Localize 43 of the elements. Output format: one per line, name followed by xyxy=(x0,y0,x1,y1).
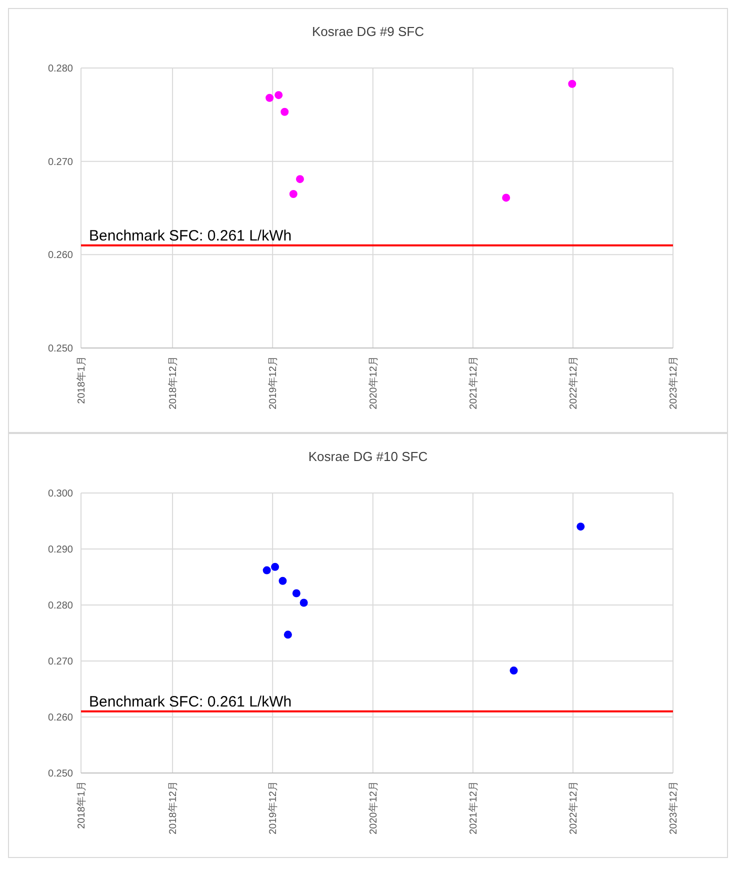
y-tick-label: 0.260 xyxy=(48,250,74,262)
x-tick-label: 2021年12月 xyxy=(467,781,480,834)
x-tick-label: 2018年12月 xyxy=(167,356,180,410)
point xyxy=(289,190,298,198)
chart-title: Kosrae DG #9 SFC xyxy=(312,24,424,39)
x-tick-label: 2020年12月 xyxy=(367,781,380,834)
point xyxy=(280,108,289,116)
x-tick-label: 2019年12月 xyxy=(267,356,280,410)
y-tick-label: 0.290 xyxy=(48,544,74,556)
x-tick-label: 2022年12月 xyxy=(567,781,580,834)
point xyxy=(300,598,308,607)
point xyxy=(296,175,304,184)
point xyxy=(271,562,280,571)
y-tick-label: 0.270 xyxy=(48,156,74,168)
point xyxy=(576,522,585,531)
y-tick-label: 0.250 xyxy=(48,768,74,780)
point xyxy=(262,566,271,574)
point xyxy=(274,91,283,100)
y-tick-label: 0.280 xyxy=(48,600,74,612)
point xyxy=(292,589,300,598)
point xyxy=(568,80,576,88)
x-tick-label: 2018年1月 xyxy=(76,781,88,829)
x-tick-label: 2021年12月 xyxy=(467,356,480,410)
point xyxy=(502,194,510,202)
ref-line-label: Benchmark SFC: 0.261 L/kWh xyxy=(89,227,292,244)
y-tick-label: 0.270 xyxy=(48,656,74,668)
x-tick-label: 2020年12月 xyxy=(367,356,380,410)
x-tick-label: 2018年1月 xyxy=(76,356,88,404)
point xyxy=(510,666,518,675)
point xyxy=(284,630,292,639)
x-tick-label: 2023年12月 xyxy=(668,356,680,410)
y-tick-label: 0.280 xyxy=(48,64,74,74)
x-tick-label: 2019年12月 xyxy=(267,781,280,834)
x-tick-label: 2022年12月 xyxy=(567,356,580,410)
ref-line-label: Benchmark SFC: 0.261 L/kWh xyxy=(89,693,292,710)
x-tick-label: 2018年12月 xyxy=(167,781,180,834)
point xyxy=(266,94,274,102)
chart-title: Kosrae DG #10 SFC xyxy=(308,449,428,464)
y-tick-label: 0.260 xyxy=(48,712,74,724)
y-tick-label: 0.300 xyxy=(48,488,74,500)
x-tick-label: 2023年12月 xyxy=(668,781,680,834)
point xyxy=(278,576,287,585)
y-tick-label: 0.250 xyxy=(48,344,74,354)
